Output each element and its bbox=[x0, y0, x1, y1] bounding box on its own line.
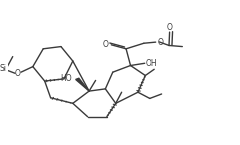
Text: O: O bbox=[157, 38, 163, 47]
Text: HO: HO bbox=[60, 74, 72, 83]
Polygon shape bbox=[76, 78, 89, 91]
Text: O: O bbox=[103, 40, 108, 49]
Text: O: O bbox=[15, 69, 20, 78]
Text: Si: Si bbox=[0, 64, 7, 73]
Text: O: O bbox=[167, 23, 173, 32]
Text: OH: OH bbox=[146, 59, 157, 68]
